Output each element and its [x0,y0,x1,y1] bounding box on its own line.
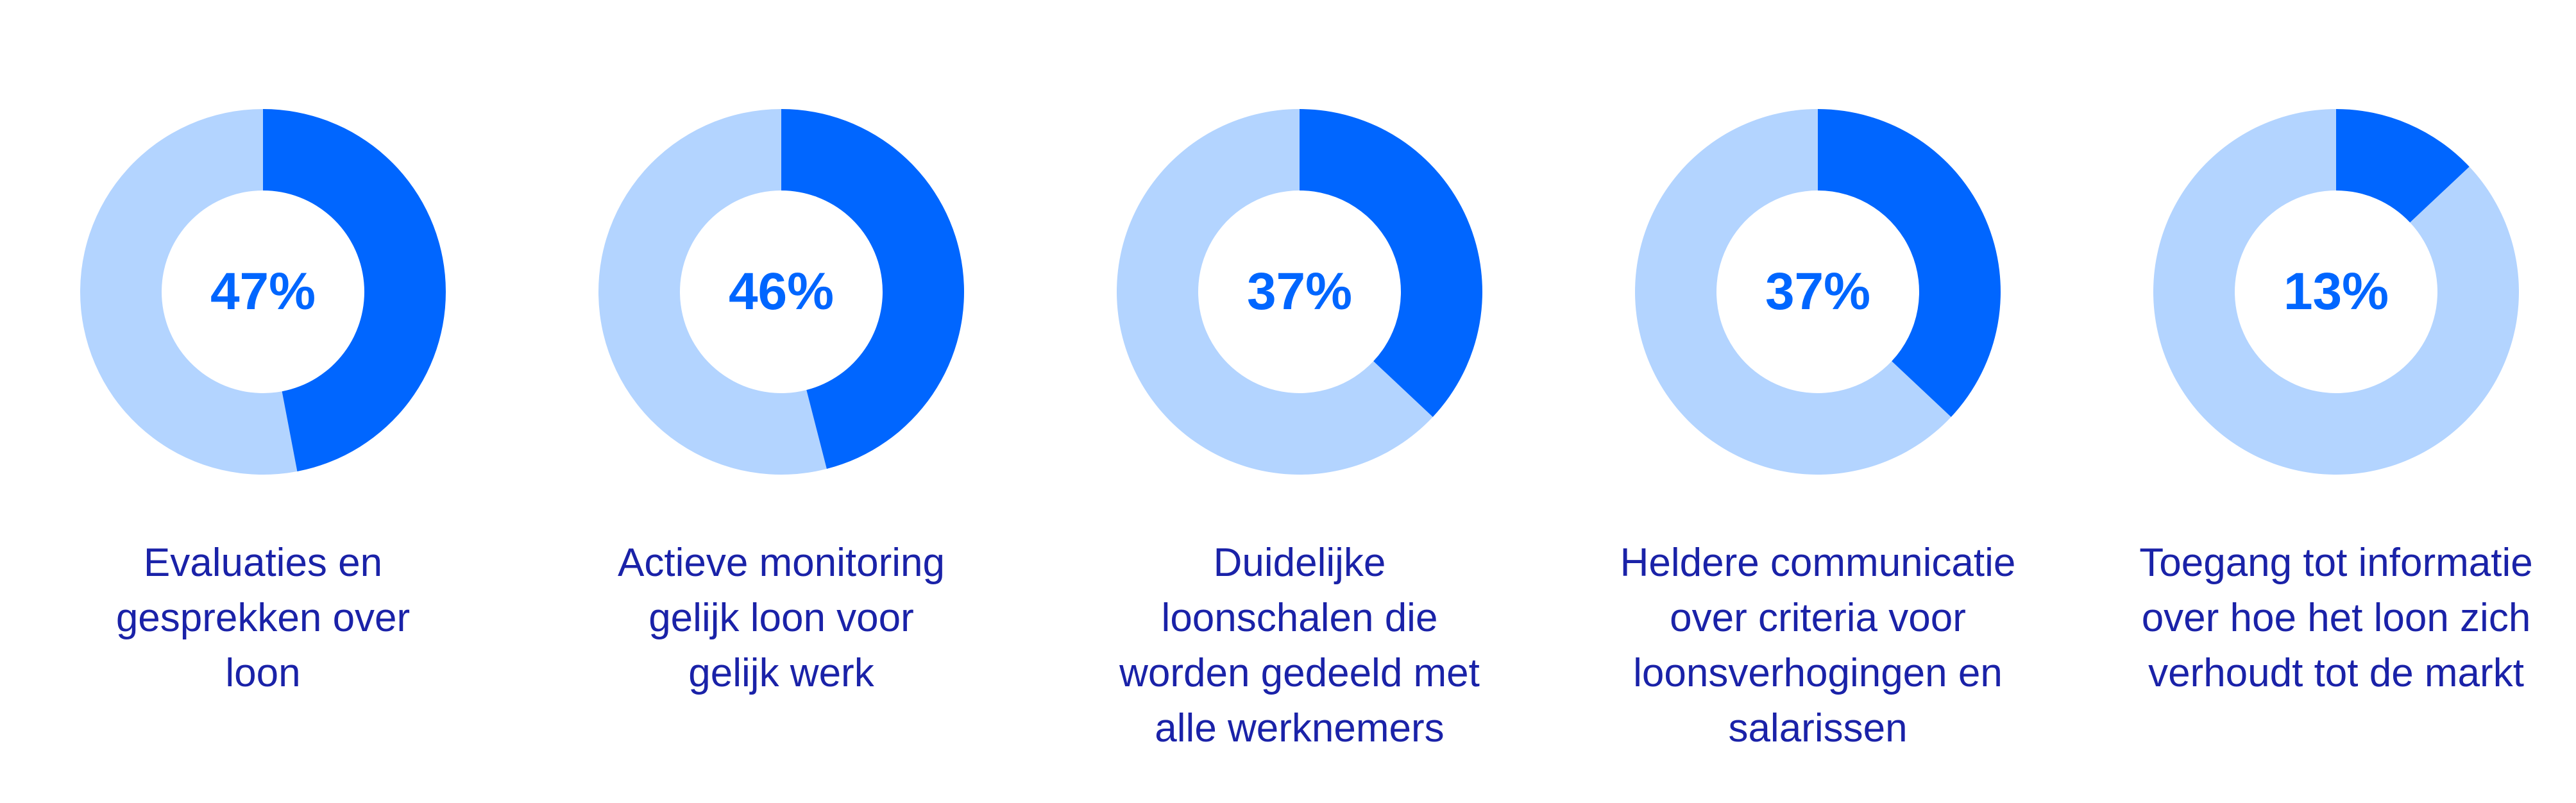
caption-line: alle werknemers [1155,706,1445,750]
donut-percentage-label: 37% [1246,262,1353,321]
donut-svg-4 [1635,109,2001,475]
donut-remainder-slice [2153,109,2519,475]
caption-line: Duidelijke [1213,541,1386,585]
donut-chart-3: 37% [1117,109,1482,475]
caption-line: worden gedeeld met [1119,651,1480,695]
donut-value-slice [1818,109,2001,418]
donut-caption-3: Duidelijke loonschalen die worden gedeeld … [1075,536,1524,756]
donut-percentage-label: 47% [210,262,316,321]
caption-line: gelijk werk [688,651,874,695]
donut-svg-2 [598,109,965,475]
caption-line: over criteria voor [1670,596,1966,640]
caption-line: loonsverhogingen en [1633,651,2003,695]
donut-value-slice [2336,109,2470,223]
donut-svg-5 [2153,109,2519,475]
donut-chart-5: 13% [2153,109,2519,475]
caption-line: loonschalen die [1161,596,1438,640]
donut-remainder-slice [80,109,298,475]
donut-percentage-label: 46% [728,262,835,321]
caption-line: over hoe het loon zich [2141,596,2531,640]
donut-value-slice [263,109,446,471]
caption-line: Toegang tot informatie [2139,541,2533,585]
donut-percentage-label: 13% [2283,262,2389,321]
donut-caption-1: Evaluaties en gesprekken over loon [38,536,487,701]
donut-percentage-label: 37% [1765,262,1871,321]
donut-value-slice [1300,109,1482,418]
donut-svg-1 [80,109,446,475]
caption-line: loon [225,651,301,695]
donut-caption-4: Heldere communicatie over criteria voor lo… [1593,536,2042,756]
donut-remainder-slice [598,109,827,475]
donut-caption-2: Actieve monitoring gelijk loon voor gelijk… [557,536,1006,701]
caption-line: gesprekken over [115,596,411,640]
donut-value-slice [781,109,965,469]
donut-chart-2: 46% [598,109,965,475]
caption-line: Heldere communicatie [1620,541,2016,585]
donut-svg-3 [1117,109,1482,475]
donut-chart-1: 47% [80,109,446,475]
caption-line: Actieve monitoring [617,541,945,585]
donut-caption-5: Toegang tot informatie over hoe het loon … [2112,536,2561,701]
caption-line: Evaluaties en [143,541,383,585]
caption-line: salarissen [1728,706,1908,750]
donut-chart-4: 37% [1635,109,2001,475]
caption-line: verhoudt tot de markt [2148,651,2524,695]
donut-remainder-slice [1117,109,1433,475]
caption-line: gelijk loon voor [648,596,914,640]
donut-remainder-slice [1635,109,1951,475]
